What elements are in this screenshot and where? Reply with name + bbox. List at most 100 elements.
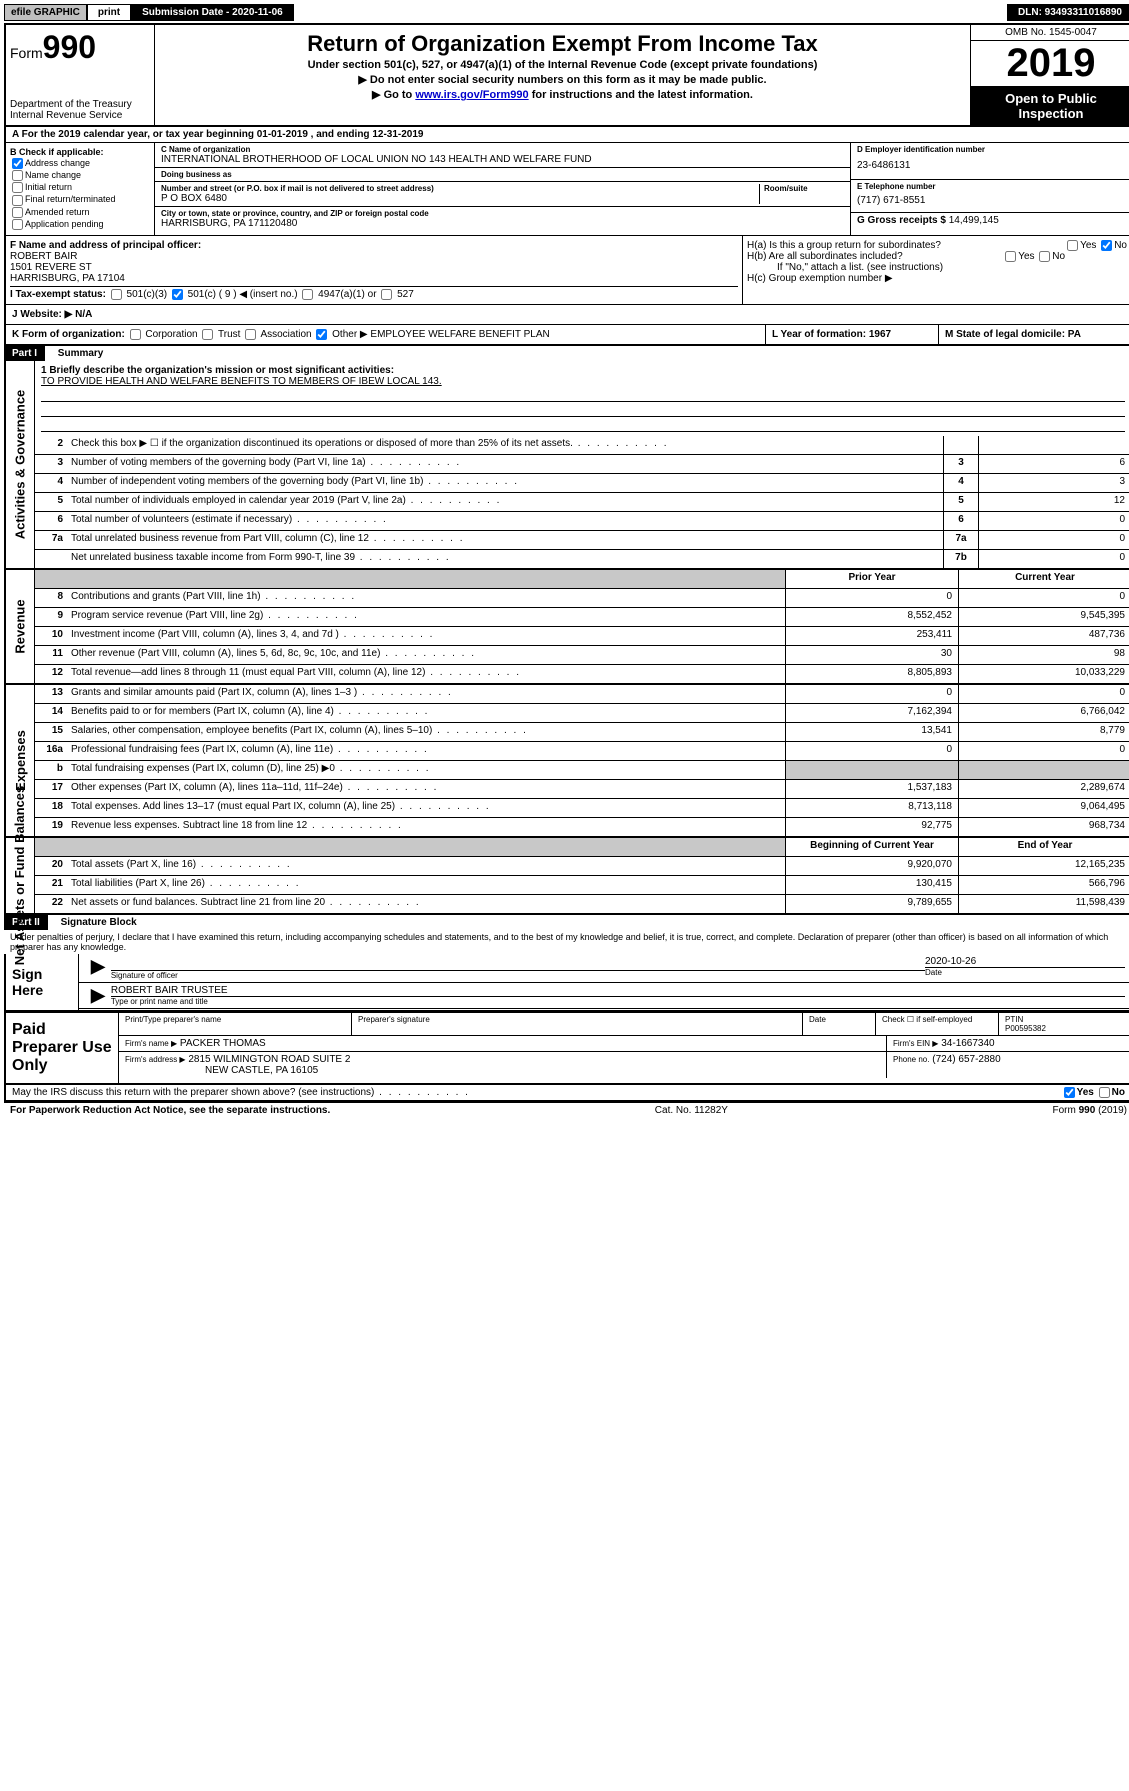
ptin-value: P00595382 (1005, 1024, 1125, 1033)
hc-row: H(c) Group exemption number ▶ (747, 273, 1127, 284)
cb-4947[interactable] (302, 289, 313, 300)
hdr-end: End of Year (958, 838, 1129, 856)
firm-addr2: NEW CASTLE, PA 16105 (125, 1065, 318, 1076)
footer-mid: Cat. No. 11282Y (655, 1105, 728, 1116)
website-row: J Website: ▶ N/A (4, 305, 1129, 325)
tax-status-row: I Tax-exempt status: 501(c)(3) 501(c) ( … (10, 286, 738, 300)
year-formation: L Year of formation: 1967 (772, 329, 891, 340)
pp-h1: Print/Type preparer's name (119, 1013, 352, 1035)
cb-assoc[interactable] (245, 329, 256, 340)
cb-initial[interactable]: Initial return (10, 182, 150, 193)
money-line: 19Revenue less expenses. Subtract line 1… (35, 818, 1129, 836)
4947-label: 4947(a)(1) or (318, 289, 376, 300)
form-title: Return of Organization Exempt From Incom… (159, 31, 966, 57)
hdr-prior: Prior Year (785, 570, 958, 588)
ha-no[interactable] (1101, 240, 1112, 251)
ha-yes[interactable] (1067, 240, 1078, 251)
sig-date-label: Date (925, 968, 1125, 977)
cb-final[interactable]: Final return/terminated (10, 194, 150, 205)
part2-header: Part II Signature Block (4, 915, 1129, 930)
cb-application[interactable]: Application pending (10, 219, 150, 230)
gov-line: Net unrelated business taxable income fr… (35, 550, 1129, 568)
gov-line: 6Total number of volunteers (estimate if… (35, 512, 1129, 531)
side-netassets: Net Assets or Fund Balances (6, 838, 35, 913)
subtitle-2: ▶ Do not enter social security numbers o… (159, 73, 966, 86)
sub3-post: for instructions and the latest informat… (529, 89, 753, 101)
col-d: D Employer identification number 23-6486… (851, 143, 1129, 235)
side-governance: Activities & Governance (6, 361, 35, 568)
rev-header: Prior Year Current Year (35, 570, 1129, 589)
pp-h2: Preparer's signature (352, 1013, 803, 1035)
col-b-checkboxes: B Check if applicable: Address change Na… (6, 143, 155, 235)
firm-ein-label: Firm's EIN ▶ (893, 1039, 938, 1048)
submission-date: Submission Date - 2020-11-06 (131, 4, 294, 21)
room-label: Room/suite (764, 184, 844, 193)
501c3-label: 501(c)(3) (127, 289, 168, 300)
dept-treasury: Department of the Treasury Internal Reve… (10, 99, 150, 121)
irs-link[interactable]: www.irs.gov/Form990 (415, 89, 528, 101)
sig-date: 2020-10-26 (925, 956, 1125, 968)
expenses-section: Expenses 13Grants and similar amounts pa… (4, 685, 1129, 838)
org-name: INTERNATIONAL BROTHERHOOD OF LOCAL UNION… (161, 154, 844, 165)
firm-name-label: Firm's name ▶ (125, 1039, 177, 1048)
firm-name: PACKER THOMAS (180, 1038, 266, 1049)
officer-addr1: 1501 REVERE ST (10, 262, 738, 273)
sig-name-label: Type or print name and title (111, 997, 1125, 1006)
money-line: bTotal fundraising expenses (Part IX, co… (35, 761, 1129, 780)
footer-left: For Paperwork Reduction Act Notice, see … (10, 1105, 330, 1116)
money-line: 13Grants and similar amounts paid (Part … (35, 685, 1129, 704)
hb-label: H(b) Are all subordinates included? (747, 251, 903, 262)
cb-name-input[interactable] (12, 170, 23, 181)
hdr-beg: Beginning of Current Year (785, 838, 958, 856)
netassets-section: Net Assets or Fund Balances Beginning of… (4, 838, 1129, 915)
paid-prep-label: Paid Preparer Use Only (6, 1013, 119, 1083)
sig-arrow2-icon: ▶ (85, 985, 111, 1006)
cb-trust[interactable] (202, 329, 213, 340)
col-b-title: B Check if applicable: (10, 147, 104, 157)
row-a-period: A For the 2019 calendar year, or tax yea… (4, 127, 1129, 143)
discuss-no[interactable] (1099, 1087, 1110, 1098)
tax-year: 2019 (971, 41, 1129, 87)
cb-name-change[interactable]: Name change (10, 170, 150, 181)
gross-value: 14,499,145 (949, 215, 999, 226)
hdr-curr: Current Year (958, 570, 1129, 588)
pp-h4: Check ☐ if self-employed (876, 1013, 999, 1035)
cb-corp[interactable] (130, 329, 141, 340)
print-button[interactable]: print (87, 4, 131, 21)
omb-number: OMB No. 1545-0047 (971, 25, 1129, 41)
cb-addr-input[interactable] (12, 158, 23, 169)
527-label: 527 (397, 289, 414, 300)
side-revenue: Revenue (6, 570, 35, 683)
cb-app-input[interactable] (12, 219, 23, 230)
money-line: 9Program service revenue (Part VIII, lin… (35, 608, 1129, 627)
hb-no[interactable] (1039, 251, 1050, 262)
cb-other[interactable] (316, 329, 327, 340)
money-line: 10Investment income (Part VIII, column (… (35, 627, 1129, 646)
cb-address-change[interactable]: Address change (10, 158, 150, 169)
gov-line: 2Check this box ▶ ☐ if the organization … (35, 436, 1129, 455)
city-label: City or town, state or province, country… (161, 209, 844, 218)
form-header: Form990 Department of the Treasury Inter… (4, 23, 1129, 127)
cb-527[interactable] (381, 289, 392, 300)
part2-title: Signature Block (51, 917, 137, 928)
subtitle-3: ▶ Go to www.irs.gov/Form990 for instruct… (159, 88, 966, 101)
hb-yes[interactable] (1005, 251, 1016, 262)
cb-init-input[interactable] (12, 182, 23, 193)
cb-501c[interactable] (172, 289, 183, 300)
cb-amended[interactable]: Amended return (10, 207, 150, 218)
money-line: 11Other revenue (Part VIII, column (A), … (35, 646, 1129, 665)
firm-phone: (724) 657-2880 (932, 1054, 1000, 1065)
discuss-yes[interactable] (1064, 1087, 1075, 1098)
mission-a: TO PROVIDE HEALTH AND WELFARE BENEFITS T… (41, 376, 1125, 387)
hb-note: If "No," attach a list. (see instruction… (747, 262, 1127, 273)
cb-final-input[interactable] (12, 195, 23, 206)
gov-line: 7aTotal unrelated business revenue from … (35, 531, 1129, 550)
cb-amend-input[interactable] (12, 207, 23, 218)
money-line: 20Total assets (Part X, line 16)9,920,07… (35, 857, 1129, 876)
signature-block: Sign Here ▶ Signature of officer 2020-10… (4, 954, 1129, 1012)
officer-addr2: HARRISBURG, PA 17104 (10, 273, 738, 284)
cb-501c3[interactable] (111, 289, 122, 300)
part1-header: Part I Summary (4, 346, 1129, 361)
sub3-pre: ▶ Go to (372, 89, 415, 101)
dln-label: DLN: 93493311016890 (1007, 4, 1129, 21)
